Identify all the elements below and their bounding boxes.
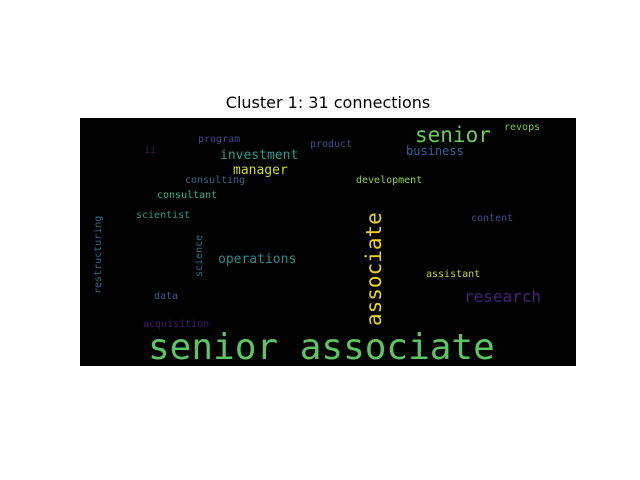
word-scientist: scientist (136, 210, 191, 221)
word-ii: ii (144, 145, 157, 156)
word-business: business (406, 144, 464, 158)
word-consulting: consulting (185, 175, 246, 186)
word-restructuring: restructuring (93, 216, 104, 295)
word-senior-associate: senior associate (148, 327, 495, 366)
word-cloud: senior associate associate senior research o… (80, 118, 576, 366)
word-data: data (154, 291, 179, 302)
word-operations: operations (218, 252, 297, 267)
word-science: science (194, 235, 205, 278)
word-program: program (198, 134, 241, 145)
chart-title: Cluster 1: 31 connections (225, 93, 431, 112)
word-manager: manager (233, 163, 288, 178)
word-product: product (310, 139, 353, 150)
word-associate: associate (362, 212, 386, 326)
word-consultant: consultant (157, 190, 218, 201)
word-assistant: assistant (426, 269, 481, 280)
word-development: development (356, 175, 423, 186)
word-investment: investment (220, 148, 299, 163)
word-content: content (471, 213, 514, 224)
word-research: research (464, 287, 542, 306)
word-acquisition: acquisition (143, 319, 210, 330)
word-senior: senior (415, 123, 491, 147)
word-revops: revops (504, 122, 541, 133)
